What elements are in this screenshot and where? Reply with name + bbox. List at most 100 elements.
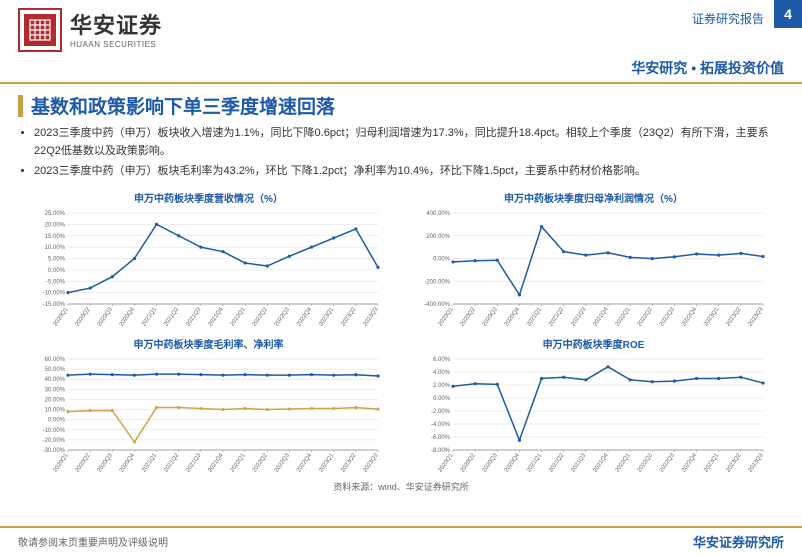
- chart-netprofit: 申万中药板块季度归母净利润情况（%） -400.00%-200.00%0.00%…: [411, 190, 776, 332]
- svg-text:30.00%: 30.00%: [44, 387, 65, 393]
- svg-text:2023Q3: 2023Q3: [362, 452, 380, 473]
- svg-text:2022Q2: 2022Q2: [636, 452, 654, 473]
- svg-text:20.00%: 20.00%: [44, 222, 65, 228]
- svg-text:-10.00%: -10.00%: [42, 428, 65, 434]
- top-right: 证券研究报告 4: [692, 0, 802, 28]
- svg-text:2021Q1: 2021Q1: [526, 306, 544, 327]
- svg-text:2021Q4: 2021Q4: [592, 306, 610, 327]
- svg-text:2023Q2: 2023Q2: [340, 452, 358, 473]
- svg-text:2021Q4: 2021Q4: [592, 452, 610, 473]
- gold-divider: [0, 82, 802, 84]
- svg-text:40.00%: 40.00%: [44, 377, 65, 383]
- svg-text:2020Q1: 2020Q1: [52, 452, 70, 473]
- svg-text:2020Q3: 2020Q3: [481, 306, 499, 327]
- svg-text:0.00%: 0.00%: [432, 256, 450, 262]
- svg-text:2022Q4: 2022Q4: [681, 452, 699, 473]
- svg-text:2022Q3: 2022Q3: [658, 452, 676, 473]
- svg-text:-400.00%: -400.00%: [424, 302, 450, 308]
- svg-text:2020Q3: 2020Q3: [96, 306, 114, 327]
- svg-text:2023Q1: 2023Q1: [318, 306, 336, 327]
- svg-text:2023Q3: 2023Q3: [747, 306, 765, 327]
- svg-text:2022Q4: 2022Q4: [296, 452, 314, 473]
- svg-text:-15.00%: -15.00%: [42, 302, 65, 308]
- svg-text:2022Q1: 2022Q1: [229, 452, 247, 473]
- svg-text:2020Q1: 2020Q1: [52, 306, 70, 327]
- svg-text:2023Q2: 2023Q2: [725, 452, 743, 473]
- brand-name-cn: 华安证券: [70, 8, 162, 40]
- svg-text:2.00%: 2.00%: [432, 383, 450, 389]
- svg-text:15.00%: 15.00%: [44, 234, 65, 240]
- svg-text:2022Q1: 2022Q1: [614, 452, 632, 473]
- svg-text:2021Q2: 2021Q2: [163, 452, 181, 473]
- source-note: 资料来源：wind、华安证券研究所: [0, 480, 802, 493]
- svg-text:2020Q4: 2020Q4: [503, 452, 521, 473]
- svg-text:2020Q2: 2020Q2: [74, 306, 92, 327]
- subtitle: 华安研究 • 拓展投资价值: [0, 52, 802, 80]
- svg-text:2022Q1: 2022Q1: [614, 306, 632, 327]
- brand-name-en: HUAAN SECURITIES: [70, 40, 162, 49]
- chart-title: 申万中药板块季度归母净利润情况（%）: [504, 190, 683, 205]
- svg-text:10.00%: 10.00%: [44, 245, 65, 251]
- svg-text:2022Q3: 2022Q3: [273, 306, 291, 327]
- bullet-item: 2023三季度中药（申万）板块收入增速为1.1%，同比下降0.6pct；归母利润…: [34, 125, 772, 160]
- svg-text:50.00%: 50.00%: [44, 367, 65, 373]
- svg-text:2021Q4: 2021Q4: [207, 452, 225, 473]
- svg-text:2020Q2: 2020Q2: [74, 452, 92, 473]
- chart-revenue: 申万中药板块季度营收情况（%） -15.00%-10.00%-5.00%0.00…: [26, 190, 391, 332]
- chart-svg: -8.00%-6.00%-4.00%-2.00%0.00%2.00%4.00%6…: [419, 353, 769, 478]
- svg-text:5.00%: 5.00%: [47, 256, 65, 262]
- svg-text:2020Q4: 2020Q4: [503, 306, 521, 327]
- svg-text:20.00%: 20.00%: [44, 397, 65, 403]
- chart-title: 申万中药板块季度ROE: [543, 336, 645, 351]
- svg-text:2021Q4: 2021Q4: [207, 306, 225, 327]
- svg-text:4.00%: 4.00%: [432, 370, 450, 376]
- svg-text:2020Q4: 2020Q4: [118, 452, 136, 473]
- svg-text:2021Q3: 2021Q3: [570, 306, 588, 327]
- page-title-row: 基数和政策影响下单三季度增速回落: [18, 92, 802, 119]
- svg-text:-8.00%: -8.00%: [430, 448, 450, 454]
- svg-text:2023Q1: 2023Q1: [318, 452, 336, 473]
- svg-text:0.00%: 0.00%: [47, 417, 65, 423]
- svg-text:2023Q1: 2023Q1: [703, 306, 721, 327]
- svg-text:2021Q1: 2021Q1: [141, 306, 159, 327]
- chart-title: 申万中药板块季度营收情况（%）: [134, 190, 283, 205]
- footer: 敬请参阅末页重要声明及评级说明 华安证券研究所: [0, 526, 802, 555]
- svg-text:2021Q3: 2021Q3: [570, 452, 588, 473]
- svg-text:2021Q1: 2021Q1: [526, 452, 544, 473]
- brand-text: 华安证券 HUAAN SECURITIES: [70, 8, 162, 49]
- chart-title: 申万中药板块季度毛利率、净利率: [134, 336, 284, 351]
- svg-text:2023Q2: 2023Q2: [725, 306, 743, 327]
- svg-text:2023Q2: 2023Q2: [340, 306, 358, 327]
- footer-institution: 华安证券研究所: [693, 532, 784, 551]
- svg-text:200.00%: 200.00%: [426, 234, 450, 240]
- svg-text:2020Q4: 2020Q4: [118, 306, 136, 327]
- svg-text:2020Q1: 2020Q1: [437, 452, 455, 473]
- svg-text:0.00%: 0.00%: [432, 396, 450, 402]
- title-accent-bar: [18, 95, 23, 117]
- svg-text:2021Q1: 2021Q1: [141, 452, 159, 473]
- brand-logo: [18, 8, 62, 52]
- header: 华安证券 HUAAN SECURITIES: [0, 0, 802, 52]
- svg-text:2021Q3: 2021Q3: [185, 306, 203, 327]
- svg-text:2021Q2: 2021Q2: [548, 452, 566, 473]
- bullet-item: 2023三季度中药（申万）板块毛利率为43.2%，环比 下降1.2pct；净利率…: [34, 163, 772, 181]
- svg-text:2021Q2: 2021Q2: [163, 306, 181, 327]
- page-number-badge: 4: [774, 0, 802, 28]
- svg-text:2022Q3: 2022Q3: [658, 306, 676, 327]
- chart-margins: 申万中药板块季度毛利率、净利率 -30.00%-20.00%-10.00%0.0…: [26, 336, 391, 478]
- report-type-label: 证券研究报告: [692, 2, 764, 27]
- svg-text:-5.00%: -5.00%: [45, 279, 65, 285]
- svg-text:2023Q3: 2023Q3: [747, 452, 765, 473]
- svg-text:-20.00%: -20.00%: [42, 438, 65, 444]
- svg-text:400.00%: 400.00%: [426, 211, 450, 217]
- svg-text:2022Q3: 2022Q3: [273, 452, 291, 473]
- svg-text:2020Q3: 2020Q3: [96, 452, 114, 473]
- svg-text:2022Q4: 2022Q4: [681, 306, 699, 327]
- charts-grid: 申万中药板块季度营收情况（%） -15.00% -10.00% -5.00% 0.00…: [0, 184, 802, 478]
- svg-text:2022Q4: 2022Q4: [296, 306, 314, 327]
- svg-text:0.00%: 0.00%: [47, 268, 65, 274]
- svg-text:-2.00%: -2.00%: [430, 409, 450, 415]
- svg-text:2020Q2: 2020Q2: [459, 306, 477, 327]
- svg-text:-4.00%: -4.00%: [430, 422, 450, 428]
- page-title: 基数和政策影响下单三季度增速回落: [31, 92, 335, 119]
